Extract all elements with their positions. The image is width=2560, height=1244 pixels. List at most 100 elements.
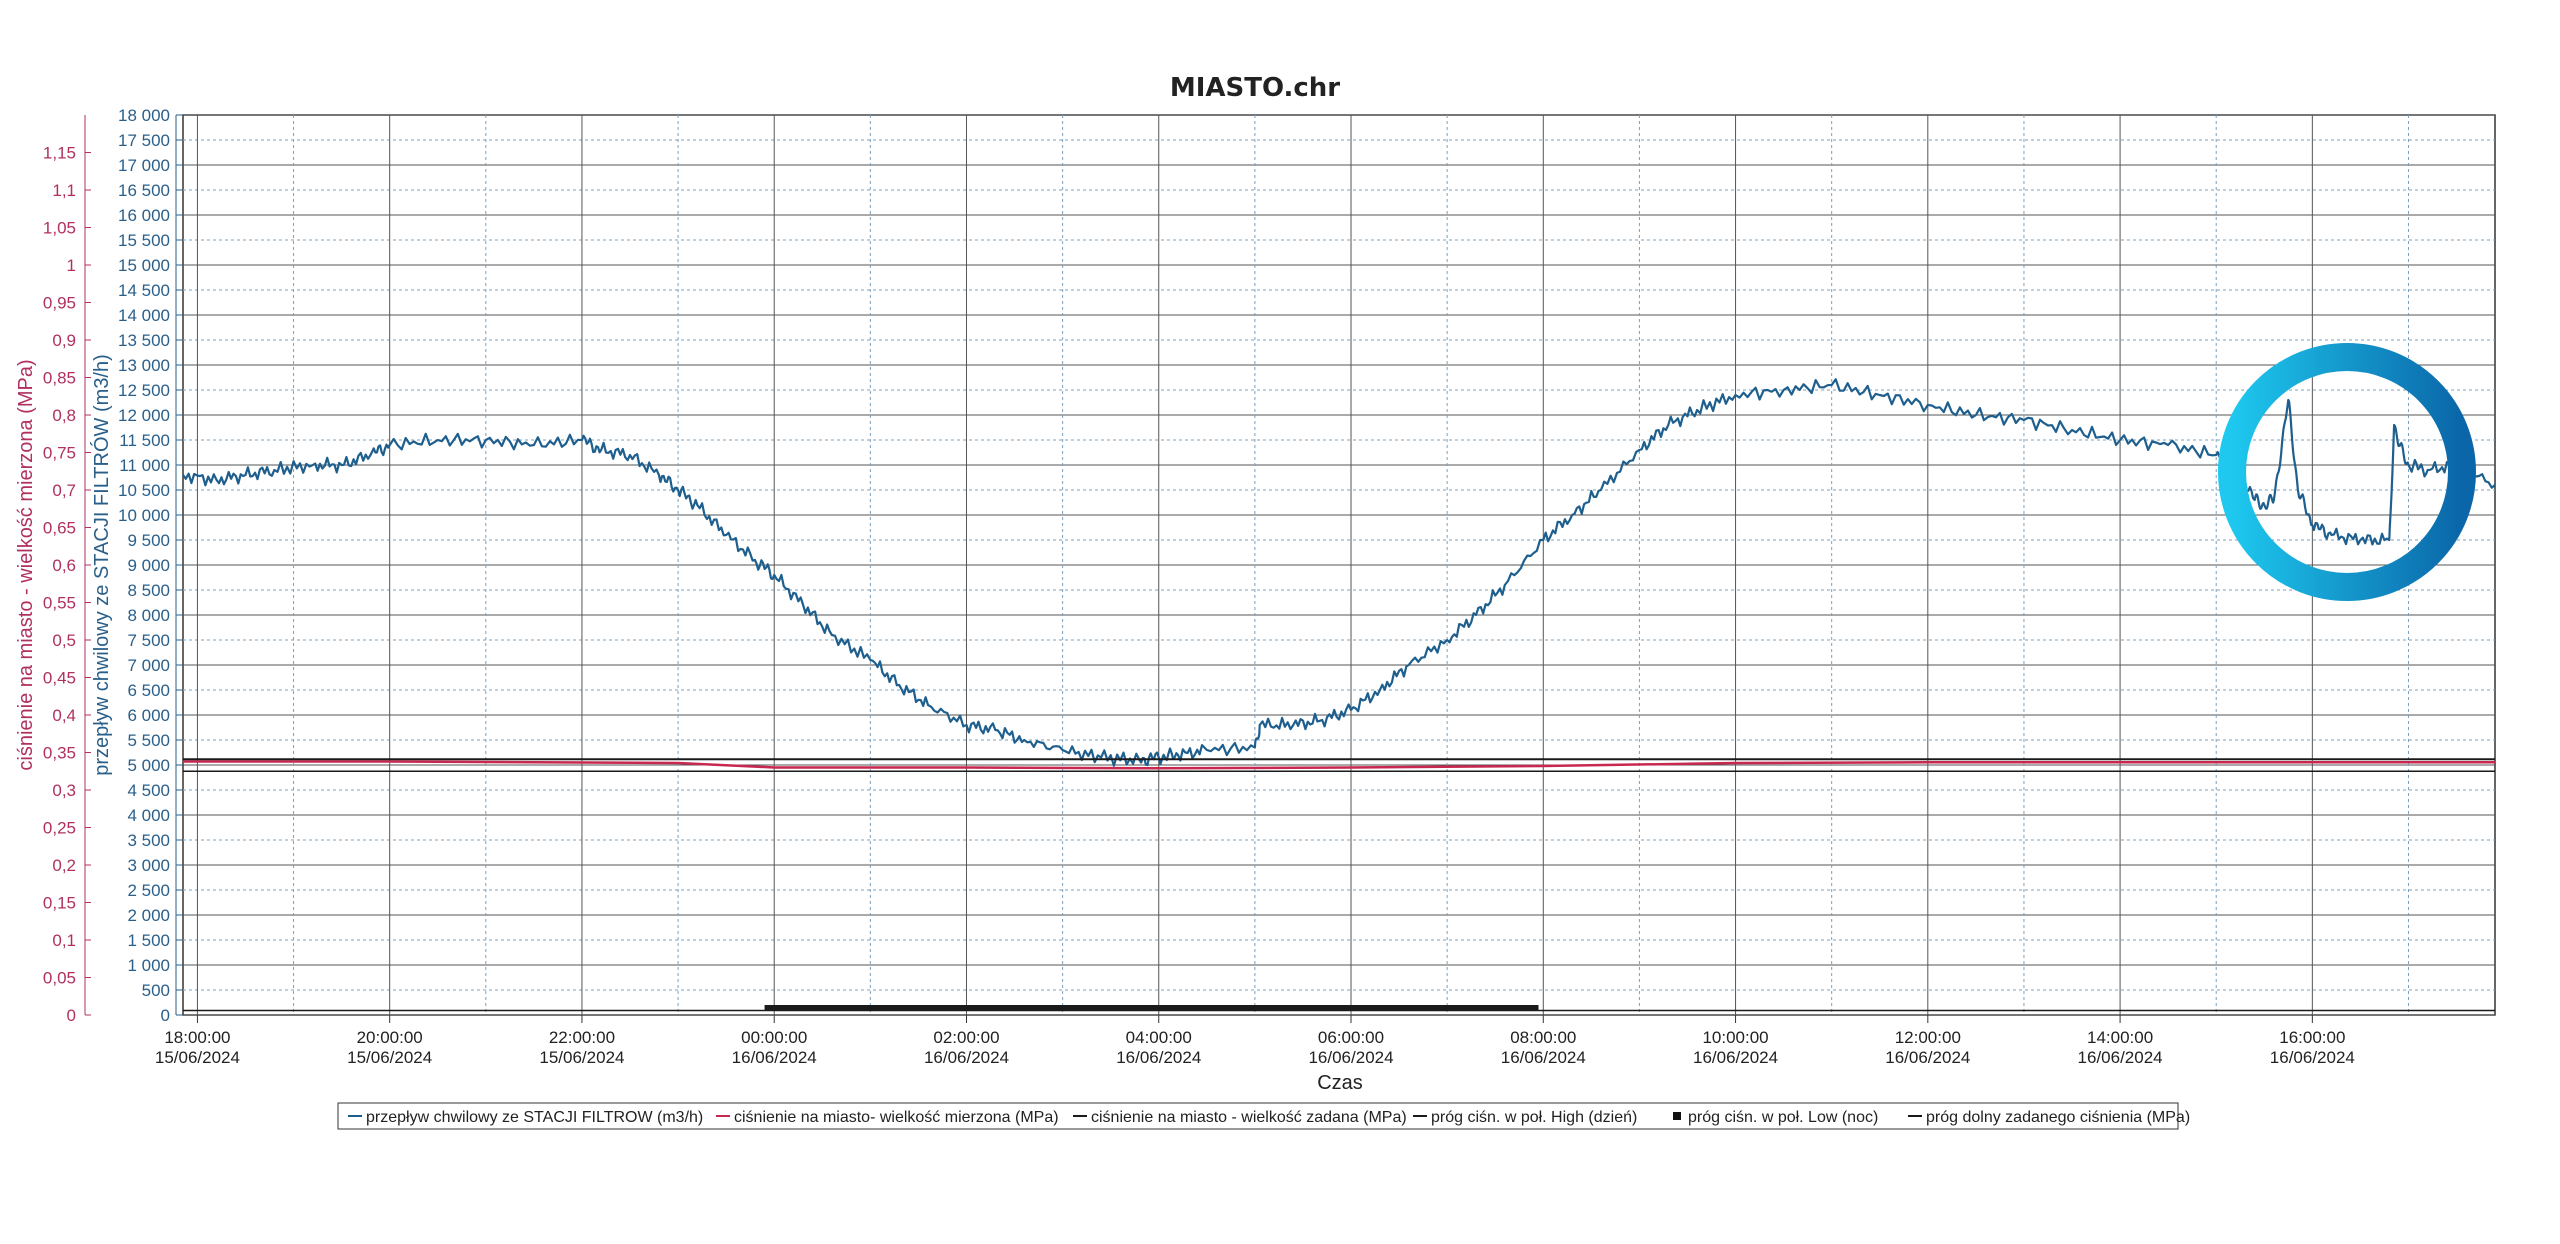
left-tick-label: 1,15 [43, 144, 76, 163]
right-tick-label: 9 500 [127, 531, 170, 550]
right-tick-label: 17 000 [118, 156, 170, 175]
right-tick-label: 5 000 [127, 756, 170, 775]
left-tick-label: 0,35 [43, 744, 76, 763]
right-tick-label: 16 000 [118, 206, 170, 225]
right-tick-label: 11 500 [119, 431, 170, 450]
x-tick-label-date: 16/06/2024 [2078, 1048, 2163, 1067]
right-tick-label: 1 500 [127, 931, 170, 950]
series-line-1 [183, 760, 2495, 770]
right-tick-label: 2 500 [127, 881, 170, 900]
left-tick-label: 0,4 [52, 706, 76, 725]
legend-entry: ciśnienie na miasto- wielkość mierzona (… [734, 1109, 1059, 1126]
right-tick-label: 6 500 [127, 681, 170, 700]
right-axis-label: przepływ chwilowy ze STACJI FILTRÓW (m3/… [90, 354, 113, 776]
x-tick-label-time: 00:00:00 [741, 1028, 807, 1047]
right-tick-label: 1 000 [127, 956, 170, 975]
x-axis: 18:00:0015/06/202420:00:0015/06/202422:0… [155, 1015, 2355, 1067]
left-tick-label: 0,5 [52, 631, 76, 650]
left-tick-label: 0,6 [52, 556, 76, 575]
legend-entry: próg dolny zadanego ciśnienia (MPa) [1926, 1109, 2190, 1126]
left-tick-label: 0,75 [43, 444, 76, 463]
x-tick-label-date: 15/06/2024 [155, 1048, 240, 1067]
right-tick-label: 6 000 [127, 706, 170, 725]
left-tick-label: 0,85 [43, 369, 76, 388]
left-tick-label: 0,3 [52, 781, 76, 800]
x-tick-label-date: 16/06/2024 [1885, 1048, 1970, 1067]
right-tick-label: 16 500 [118, 181, 170, 200]
legend-entry: ciśnienie na miasto - wielkość zadana (M… [1091, 1109, 1407, 1126]
left-tick-label: 1,1 [52, 181, 76, 200]
right-tick-label: 4 000 [127, 806, 170, 825]
x-tick-label-time: 02:00:00 [933, 1028, 999, 1047]
highlight-ring [2218, 343, 2476, 601]
x-tick-label-time: 18:00:00 [164, 1028, 230, 1047]
left-tick-label: 0,65 [43, 519, 76, 538]
left-axis-label: ciśnienie na miasto - wielkość mierzona … [15, 359, 37, 770]
right-tick-label: 13 000 [118, 356, 170, 375]
x-tick-label-time: 04:00:00 [1126, 1028, 1192, 1047]
right-tick-label: 14 000 [118, 306, 170, 325]
series [182, 378, 2496, 1012]
chart-title: MIASTO.chr [1170, 73, 1340, 103]
x-tick-label-time: 08:00:00 [1510, 1028, 1576, 1047]
right-tick-label: 500 [142, 981, 170, 1000]
left-tick-label: 0,05 [43, 969, 76, 988]
legend-entry: próg ciśn. w poł. Low (noc) [1688, 1109, 1878, 1126]
x-tick-label-date: 15/06/2024 [347, 1048, 432, 1067]
right-tick-label: 3 000 [127, 856, 170, 875]
right-tick-label: 0 [161, 1006, 170, 1025]
x-tick-label-date: 16/06/2024 [732, 1048, 817, 1067]
right-tick-label: 17 500 [118, 131, 170, 150]
x-tick-label-date: 16/06/2024 [1693, 1048, 1778, 1067]
left-tick-label: 0,1 [52, 931, 76, 950]
left-tick-label: 1,05 [43, 219, 76, 238]
x-tick-label-time: 12:00:00 [1895, 1028, 1961, 1047]
right-tick-label: 14 500 [118, 281, 170, 300]
right-tick-label: 15 500 [118, 231, 170, 250]
right-tick-label: 3 500 [127, 831, 170, 850]
right-tick-label: 18 000 [118, 106, 170, 125]
x-tick-label-time: 06:00:00 [1318, 1028, 1384, 1047]
right-tick-label: 8 500 [127, 581, 170, 600]
x-axis-label: Czas [1317, 1072, 1363, 1094]
left-tick-label: 0,95 [43, 294, 76, 313]
right-tick-label: 12 500 [118, 381, 170, 400]
highlight-circle [2218, 343, 2476, 601]
left-tick-label: 0,8 [52, 406, 76, 425]
x-tick-label-date: 16/06/2024 [2270, 1048, 2355, 1067]
x-tick-label-date: 16/06/2024 [924, 1048, 1009, 1067]
left-tick-label: 0,45 [43, 669, 76, 688]
right-tick-label: 11 000 [119, 456, 170, 475]
right-tick-label: 12 000 [118, 406, 170, 425]
left-tick-label: 0,55 [43, 594, 76, 613]
left-tick-label: 0,2 [52, 856, 76, 875]
right-tick-label: 5 500 [127, 731, 170, 750]
left-tick-label: 0,15 [43, 894, 76, 913]
right-tick-label: 10 000 [118, 506, 170, 525]
x-tick-label-time: 14:00:00 [2087, 1028, 2153, 1047]
right-tick-label: 13 500 [118, 331, 170, 350]
right-tick-label: 8 000 [127, 606, 170, 625]
x-tick-label-date: 16/06/2024 [1501, 1048, 1586, 1067]
legend-marker [1673, 1112, 1681, 1120]
x-tick-label-time: 16:00:00 [2279, 1028, 2345, 1047]
legend-entry: próg ciśn. w poł. High (dzień) [1431, 1109, 1637, 1126]
left-tick-label: 0,9 [52, 331, 76, 350]
x-tick-label-time: 20:00:00 [357, 1028, 423, 1047]
left-tick-label: 1 [67, 256, 76, 275]
left-tick-label: 0,25 [43, 819, 76, 838]
left-tick-label: 0,7 [52, 481, 76, 500]
legend-entry: przepływ chwilowy ze STACJI FILTROW (m3/… [366, 1109, 703, 1126]
left-axis: 0 0,05 0,1 0,15 0,2 0,25 0,3 0,35 0,4 0,45 0,5 0,55… [43, 115, 91, 1025]
right-tick-label: 9 000 [127, 556, 170, 575]
left-tick-label: 0 [67, 1006, 76, 1025]
x-tick-label-date: 16/06/2024 [1116, 1048, 1201, 1067]
right-tick-label: 15 000 [118, 256, 170, 275]
right-tick-label: 10 500 [118, 481, 170, 500]
grid [182, 114, 2496, 1016]
legend-box [337, 1102, 2179, 1130]
x-tick-label-time: 10:00:00 [1702, 1028, 1768, 1047]
right-tick-label: 4 500 [127, 781, 170, 800]
series-line-0 [182, 378, 2496, 767]
